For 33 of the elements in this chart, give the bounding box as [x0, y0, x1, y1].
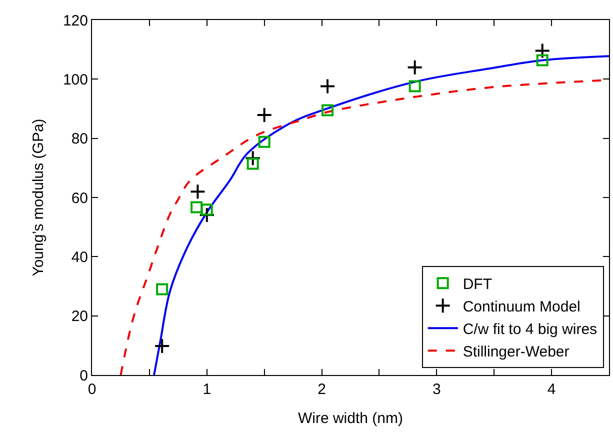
y-axis-title: Young’s modulus (GPa) — [30, 118, 48, 276]
y-tick-label: 20 — [71, 308, 88, 326]
point — [256, 106, 272, 123]
y-tick-label: 40 — [71, 248, 88, 266]
point — [408, 80, 421, 92]
x-tick-label: 4 — [547, 381, 556, 398]
x-tick-label: 1 — [202, 381, 212, 398]
point — [534, 42, 550, 59]
y-tick-label: 80 — [71, 130, 88, 148]
point — [322, 104, 334, 116]
point — [406, 59, 423, 76]
point — [190, 184, 206, 200]
point — [246, 158, 259, 170]
legend-label: Stillinger-Weber — [462, 344, 570, 360]
point — [190, 201, 203, 214]
y-tick-label: 100 — [62, 71, 88, 88]
point — [244, 150, 261, 166]
legend-label: C/w fit to 4 big wires — [462, 321, 598, 338]
point — [320, 78, 336, 94]
point — [154, 338, 170, 354]
point — [200, 204, 213, 216]
point — [156, 283, 168, 296]
point — [198, 206, 215, 223]
legend-label: Continuum Model — [462, 298, 580, 316]
y-tick-label: 0 — [80, 367, 88, 384]
x-axis-title: Wire width (nm) — [298, 410, 404, 427]
legend-label: DFT — [462, 276, 492, 293]
point — [258, 136, 270, 148]
x-tick-label: 3 — [432, 381, 441, 398]
y-tick-label: 60 — [71, 190, 88, 207]
x-tick-label: 2 — [318, 381, 326, 398]
y-tick-label: 120 — [62, 12, 88, 30]
point — [536, 54, 548, 66]
